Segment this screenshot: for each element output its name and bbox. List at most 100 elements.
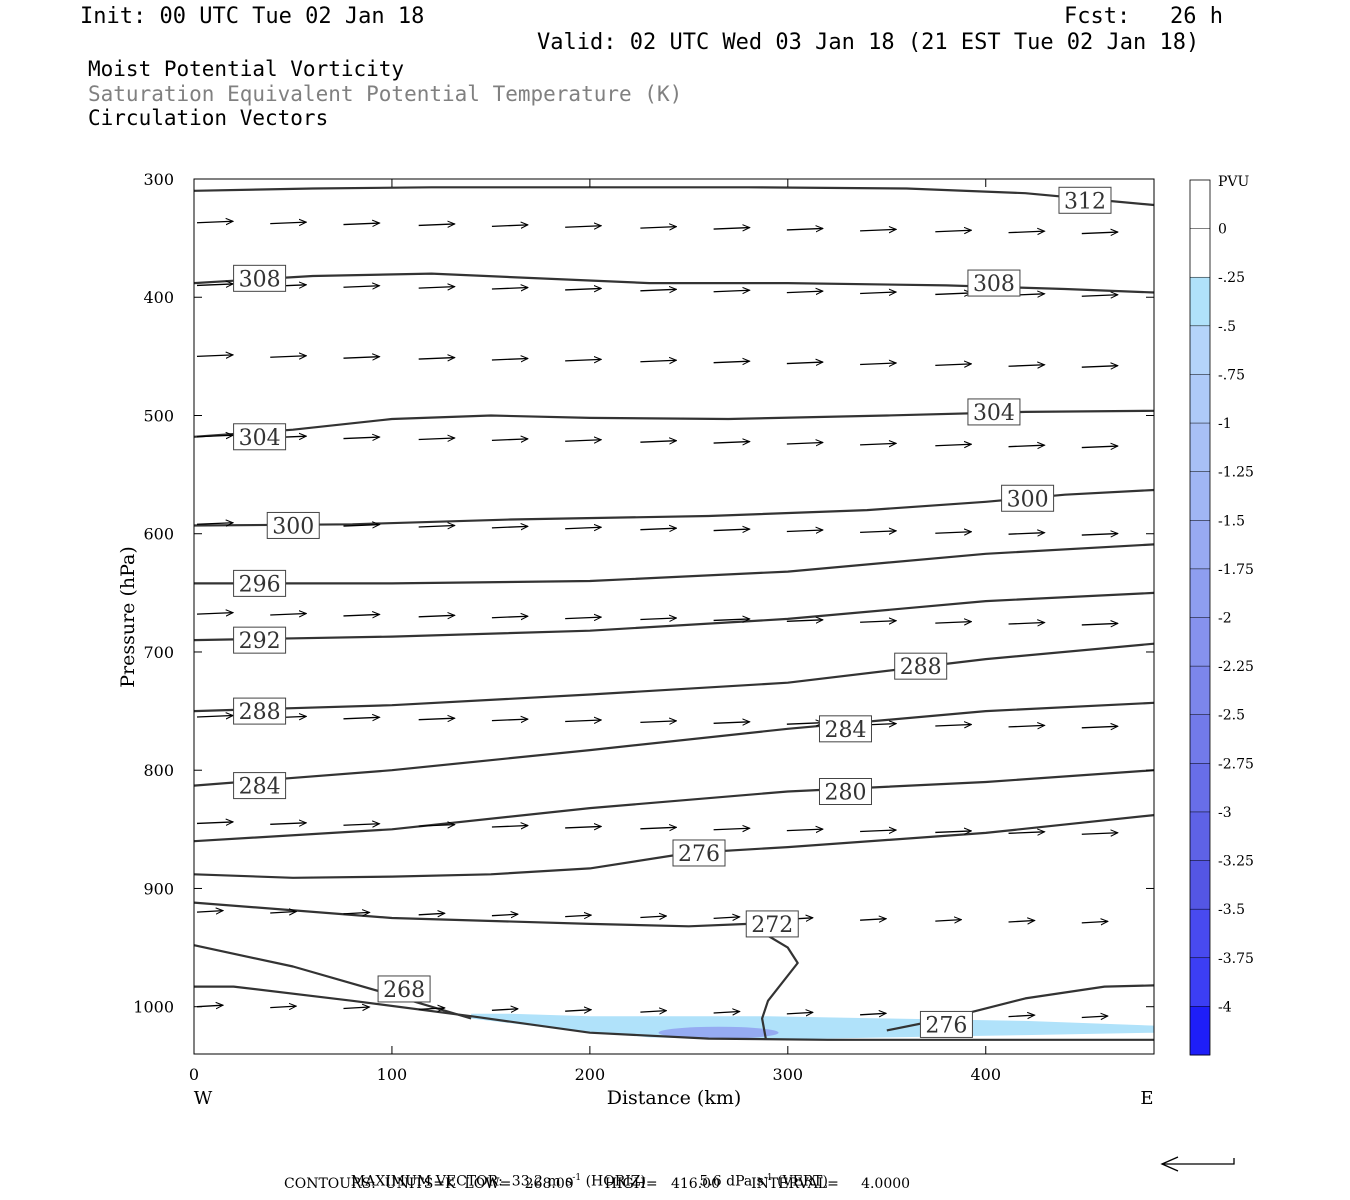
circulation-vector	[935, 831, 971, 833]
contour-label-box	[967, 398, 1021, 426]
circulation-vector	[786, 1012, 813, 1014]
colorbar-swatch	[1190, 520, 1210, 570]
y-tick-label: 300	[143, 170, 174, 189]
contour-label: 308	[233, 264, 287, 292]
circulation-vector	[640, 227, 676, 229]
colorbar-swatch	[1190, 228, 1210, 278]
circulation-vector	[860, 1013, 886, 1015]
circulation-vector	[418, 224, 455, 226]
colorbar-swatch	[1190, 957, 1210, 1007]
circulation-vector	[1081, 366, 1118, 368]
circulation-vector	[640, 528, 676, 530]
pv-core-region	[658, 1026, 779, 1039]
contour-label-text: 312	[1064, 189, 1106, 214]
horiz-exponent: -1	[572, 1173, 582, 1183]
circulation-vector	[270, 356, 306, 358]
circulation-vector	[196, 716, 233, 718]
circulation-vector	[565, 617, 601, 619]
contour-label: 300	[1001, 484, 1055, 512]
circulation-vector	[343, 525, 379, 527]
circulation-vector	[196, 822, 233, 824]
circulation-vector	[491, 616, 528, 618]
contour-label-text: 284	[824, 718, 866, 743]
circulation-vector	[418, 438, 455, 440]
circulation-vector	[713, 228, 750, 230]
contour-label-text: 272	[751, 913, 793, 938]
circulation-vector	[491, 914, 518, 916]
colorbar-swatch	[1190, 180, 1210, 230]
pv-shading	[471, 1013, 1155, 1040]
colorbar-swatch	[1190, 1006, 1210, 1056]
contour-label: 288	[894, 652, 948, 680]
contour-label-text: 308	[973, 272, 1015, 297]
contour-label-box	[377, 975, 431, 1003]
colorbar-swatch	[1190, 714, 1210, 764]
contour-label: 292	[233, 626, 287, 654]
vert-tag: (VERT)	[777, 1173, 828, 1190]
field-theta-es: Saturation Equivalent Potential Temperat…	[88, 82, 683, 106]
y-tick-label: 700	[143, 643, 174, 662]
circulation-vector	[418, 525, 455, 527]
contour-label-text: 288	[239, 700, 281, 725]
colorbar-swatch	[1190, 423, 1210, 473]
contour-label-text: 280	[824, 781, 866, 806]
axes: 300 400 500 600 700 800 900 1000 0 100 200 300 400	[133, 170, 1154, 1084]
valid-time: Valid: 02 UTC Wed 03 Jan 18 (21 EST Tue …	[537, 30, 1200, 55]
init-time: Init: 00 UTC Tue 02 Jan 18	[80, 4, 425, 29]
circulation-vector	[270, 823, 306, 825]
circulation-vector	[491, 439, 528, 441]
circulation-vector	[860, 621, 896, 623]
contour-label-text: 276	[925, 1013, 967, 1038]
vert-value: 5.6	[699, 1173, 722, 1190]
circulation-vector	[196, 911, 223, 913]
contour-label-box	[233, 626, 287, 654]
horiz-tag: (HORIZ)	[585, 1173, 646, 1190]
circulation-vector	[491, 719, 528, 721]
theta-es-contours	[193, 186, 1155, 1041]
contour-label-text: 276	[678, 842, 720, 867]
circulation-vector	[786, 620, 823, 622]
circulation-vector	[565, 915, 591, 917]
circulation-vector	[491, 358, 528, 360]
contour-label-text: 308	[239, 267, 281, 292]
contour-label: 308	[967, 269, 1021, 297]
contour-label: 304	[967, 398, 1021, 426]
circulation-vector	[196, 221, 233, 223]
colorbar-swatch	[1190, 909, 1210, 959]
colorbar-label: -3	[1218, 805, 1232, 821]
circulation-vector	[565, 720, 601, 722]
circulation-vector	[1081, 833, 1118, 835]
circulation-vectors	[196, 221, 1118, 1017]
theta-contour-284	[193, 701, 1155, 787]
circulation-vector	[935, 444, 971, 446]
contour-label: 284	[233, 772, 287, 800]
circulation-vector	[343, 614, 379, 616]
circulation-vector	[270, 222, 306, 224]
contour-label-box	[233, 772, 287, 800]
circulation-vector	[1008, 832, 1045, 834]
circulation-vector	[1008, 533, 1045, 535]
colorbar-label: -.25	[1218, 270, 1245, 286]
circulation-vector	[196, 523, 233, 525]
contour-info: CONTOURS: UNITS=K LOW= 268.00 HIGH= 416.…	[284, 1176, 911, 1192]
contour-label-text: 268	[383, 978, 425, 1003]
colorbar-label: -2.75	[1218, 756, 1254, 772]
colorbar-label: -3.25	[1218, 854, 1254, 870]
circulation-vector	[491, 225, 528, 227]
contour-label-box	[233, 569, 287, 597]
contour-label: 304	[233, 423, 287, 451]
circulation-vector	[640, 827, 676, 829]
circulation-vector	[860, 531, 896, 533]
circulation-vector	[935, 532, 971, 534]
colorbar-swatch	[1190, 763, 1210, 813]
circulation-vector	[491, 826, 528, 828]
colorbar-swatch	[1190, 374, 1210, 424]
circulation-vector	[713, 442, 750, 444]
circulation-vector	[713, 1012, 740, 1014]
contour-label: 284	[818, 715, 872, 743]
contour-label-box	[1001, 484, 1055, 512]
y-tick-label: 900	[143, 879, 174, 898]
x-tick-label: 400	[970, 1065, 1001, 1084]
colorbar-label: 0	[1218, 222, 1227, 238]
theta-contour-280	[193, 769, 1155, 843]
